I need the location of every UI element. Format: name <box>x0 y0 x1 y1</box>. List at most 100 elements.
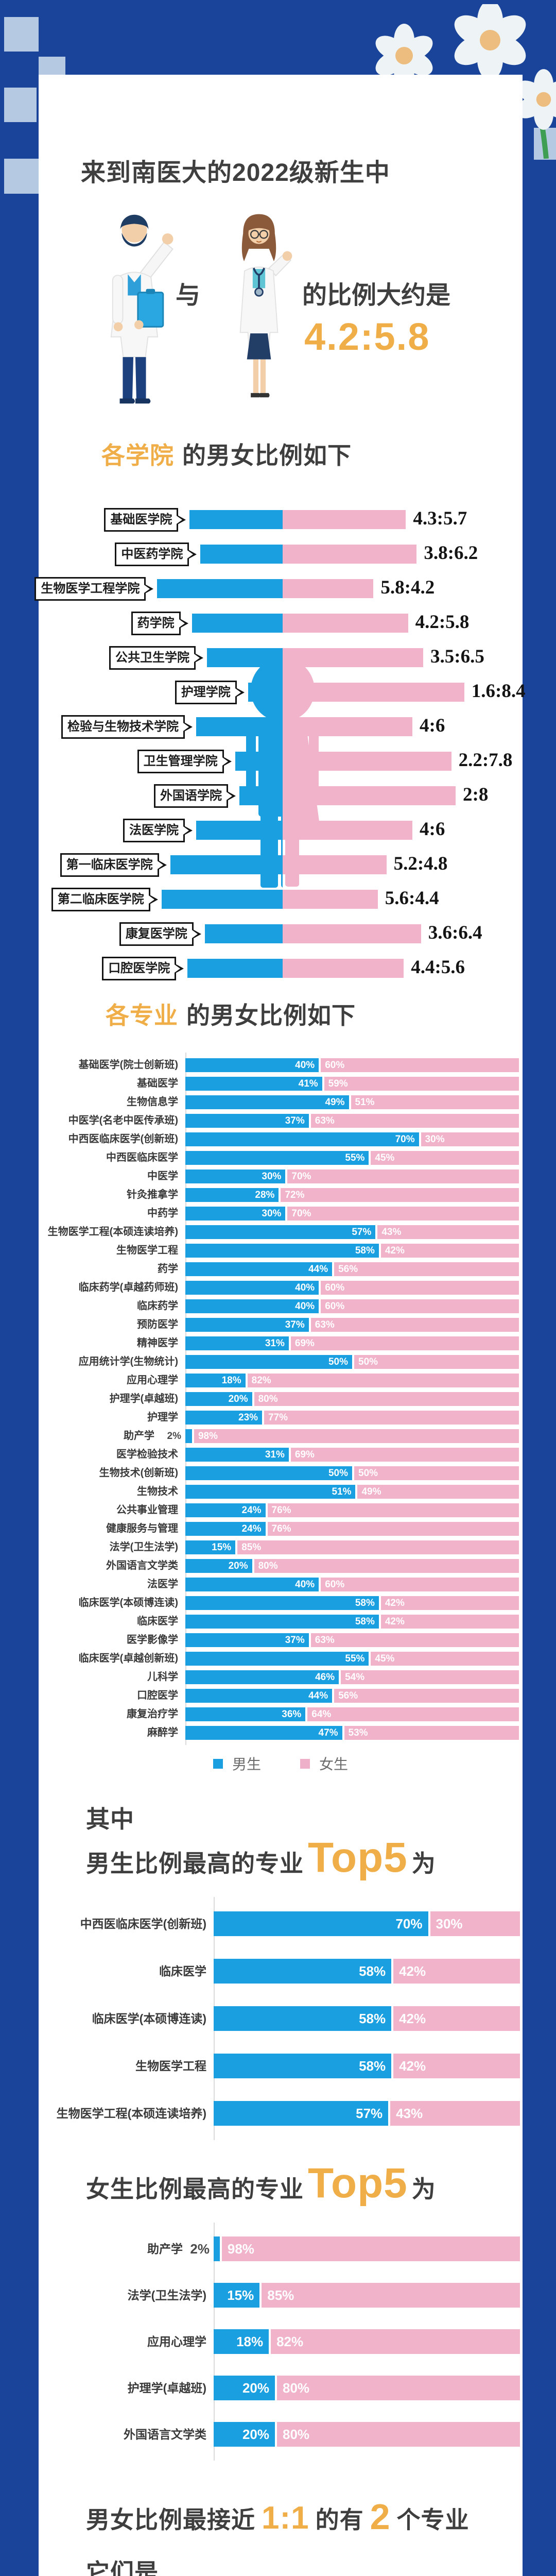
female-bar <box>254 1558 519 1573</box>
category-label: 儿科学 <box>147 1671 178 1683</box>
female-percent: 60% <box>325 1300 345 1312</box>
school-row: 口腔医学院 4.4:5.6 <box>39 951 523 986</box>
ratio-label: 4:6 <box>420 819 445 840</box>
major-row: 康复治疗学 36% 64% <box>39 1705 523 1723</box>
male-percent: 15% <box>212 1541 232 1553</box>
category-label: 法学(卫生法学) <box>127 2289 206 2302</box>
female-bar <box>283 924 421 943</box>
female-bar <box>290 1336 519 1350</box>
top5-male-title-highlight: Top5 <box>308 1834 408 1881</box>
male-bar <box>185 1299 319 1313</box>
female-percent: 56% <box>338 1263 358 1275</box>
category-label: 护理学 <box>147 1411 178 1423</box>
male-bar <box>185 1707 306 1721</box>
male-bar <box>157 579 283 598</box>
female-percent: 77% <box>268 1412 288 1423</box>
school-label-text: 药学院 <box>137 616 175 630</box>
major-row: 临床药学(卓越药师班) 40% 60% <box>39 1278 523 1297</box>
label-pointer-icon <box>233 687 241 698</box>
female-percent: 60% <box>325 1059 345 1071</box>
female-bar <box>264 1410 519 1425</box>
by-major-title-highlight: 各专业 <box>106 1002 178 1029</box>
ratio-label: 5.8:4.2 <box>380 577 435 598</box>
major-row: 法医学 40% 60% <box>39 1575 523 1594</box>
category-label: 中西医临床医学(创新班) <box>80 1917 206 1930</box>
top5-female-title: 女生比例最高的专业 Top5 为 <box>86 2162 436 2204</box>
female-bar <box>290 1447 519 1462</box>
female-bar <box>307 1707 519 1721</box>
male-bar <box>185 1280 319 1295</box>
male-bar <box>185 1558 252 1573</box>
school-row: 康复医学院 3.6:6.4 <box>39 917 523 951</box>
major-row: 应用心理学 18% 82% <box>39 2318 523 2365</box>
ratio-label: 2.2:7.8 <box>458 750 513 771</box>
female-percent: 42% <box>399 2058 426 2074</box>
mosaic-square <box>4 88 37 122</box>
female-percent: 82% <box>251 1375 271 1386</box>
male-doctor-illustration <box>110 214 173 404</box>
major-row: 应用统计学(生物统计) 50% 50% <box>39 1352 523 1371</box>
female-bar <box>344 1725 519 1740</box>
by-school-title: 各学院 的男女比例如下 <box>101 437 352 471</box>
female-percent: 59% <box>328 1078 348 1089</box>
male-percent: 20% <box>228 1560 248 1571</box>
female-bar <box>351 1095 519 1109</box>
category-label: 生物技术 <box>137 1485 178 1497</box>
major-row: 药学 44% 56% <box>39 1260 523 1278</box>
major-row: 外国语言文学类 20% 80% <box>39 1556 523 1575</box>
school-label-text: 公共卫生学院 <box>115 651 189 665</box>
male-percent: 40% <box>295 1579 315 1590</box>
male-bar <box>214 2329 269 2354</box>
female-bar <box>283 545 417 564</box>
category-label: 健康服务与管理 <box>106 1522 178 1534</box>
overall-ratio: 4.2:5.8 <box>304 315 430 358</box>
school-label: 检验与生物技术学院 <box>61 715 193 739</box>
male-bar <box>187 959 283 978</box>
male-bar <box>185 1336 289 1350</box>
school-label-text: 检验与生物技术学院 <box>67 720 179 734</box>
by-major-title-rest: 的男女比例如下 <box>186 1002 356 1029</box>
ratio-label: 3.6:6.4 <box>428 922 482 943</box>
category-label: 中西医临床医学(创新班) <box>68 1133 178 1145</box>
male-percent: 70% <box>395 1133 415 1145</box>
major-row: 助产学 2% 98% <box>39 2226 523 2272</box>
male-percent: 28% <box>255 1189 275 1200</box>
female-bar <box>334 1262 519 1276</box>
major-row: 基础医学(院士创新班) 40% 60% <box>39 1056 523 1074</box>
major-row: 儿科学 46% 54% <box>39 1668 523 1686</box>
female-percent: 30% <box>425 1133 445 1145</box>
male-bar <box>185 1633 309 1647</box>
male-percent: 46% <box>315 1671 335 1683</box>
male-bar <box>214 2101 389 2126</box>
school-label-text: 基础医学院 <box>110 513 172 527</box>
major-row: 公共事业管理 24% 76% <box>39 1501 523 1519</box>
closest-title-ratio: 1:1 <box>262 2500 309 2536</box>
closest-title-part: 男女比例最接近 <box>86 2506 255 2533</box>
school-label-text: 中医药学院 <box>121 547 183 561</box>
major-row: 中西医临床医学(创新班) 70% 30% <box>39 1130 523 1148</box>
mosaic-square <box>4 159 39 194</box>
major-row: 应用心理学 18% 82% <box>39 1371 523 1389</box>
female-percent: 42% <box>385 1245 405 1256</box>
male-bar <box>214 2376 275 2400</box>
female-bar <box>283 579 374 598</box>
school-row: 生物医学工程学院 5.8:4.2 <box>34 571 523 606</box>
male-percent: 50% <box>328 1467 348 1479</box>
male-bar <box>214 2236 220 2261</box>
ratio-label: 3.5:6.5 <box>430 646 484 667</box>
ratio-label: 2:8 <box>463 784 489 805</box>
major-row: 医学影像学 37% 63% <box>39 1631 523 1649</box>
ratio-label: 4:6 <box>420 715 445 736</box>
mosaic-square <box>39 57 65 76</box>
male-bar <box>185 1373 246 1387</box>
category-label: 医学影像学 <box>127 1634 178 1646</box>
female-bar <box>310 1317 519 1332</box>
female-bar <box>287 1169 519 1183</box>
male-bar <box>185 1169 286 1183</box>
female-bar <box>281 1188 519 1202</box>
female-percent: 30% <box>436 1916 463 1931</box>
male-bar <box>214 2422 275 2447</box>
female-bar <box>390 2101 520 2126</box>
male-bar <box>185 1076 322 1091</box>
male-percent: 58% <box>359 2058 386 2074</box>
